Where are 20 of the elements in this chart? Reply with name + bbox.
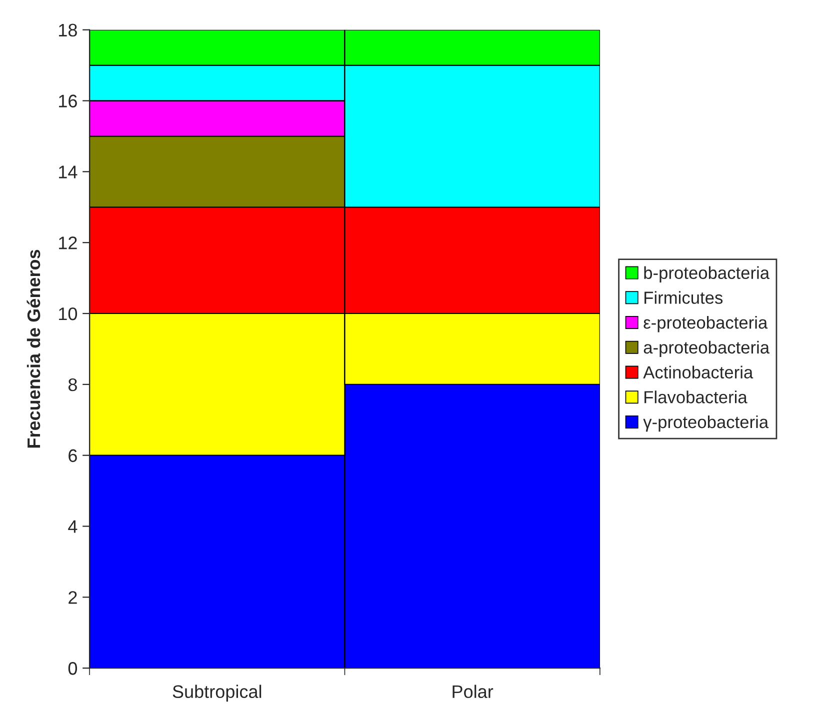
- y-tick-label: 18: [59, 24, 77, 37]
- legend-label: γ-proteobacteria: [643, 415, 769, 432]
- legend-label: ε-proteobacteria: [644, 316, 768, 332]
- y-tick-label: 4: [68, 520, 78, 533]
- legend-label: a-proteobacteria: [644, 340, 770, 358]
- legend-label: b-proteobacteria: [644, 266, 770, 282]
- y-tick-label: 16: [59, 94, 77, 108]
- y-tick-label: 2: [68, 591, 77, 604]
- y-tick-label: 14: [59, 166, 78, 178]
- legend-label: Firmicutes: [644, 291, 723, 304]
- x-tick-label: Polar: [452, 684, 494, 698]
- y-tick-label: 6: [68, 449, 77, 462]
- y-tick-label: 8: [68, 378, 77, 392]
- y-tick-label: 0: [68, 662, 78, 675]
- y-tick-label: 10: [59, 307, 78, 320]
- y-axis-title: Frecuencia de Géneros: [26, 250, 40, 448]
- y-tick-label: 12: [59, 236, 77, 250]
- x-tick-label: Subtropical: [172, 684, 262, 702]
- legend-label: Actinobacteria: [643, 366, 754, 378]
- legend-label: Flavobacteria: [644, 390, 748, 404]
